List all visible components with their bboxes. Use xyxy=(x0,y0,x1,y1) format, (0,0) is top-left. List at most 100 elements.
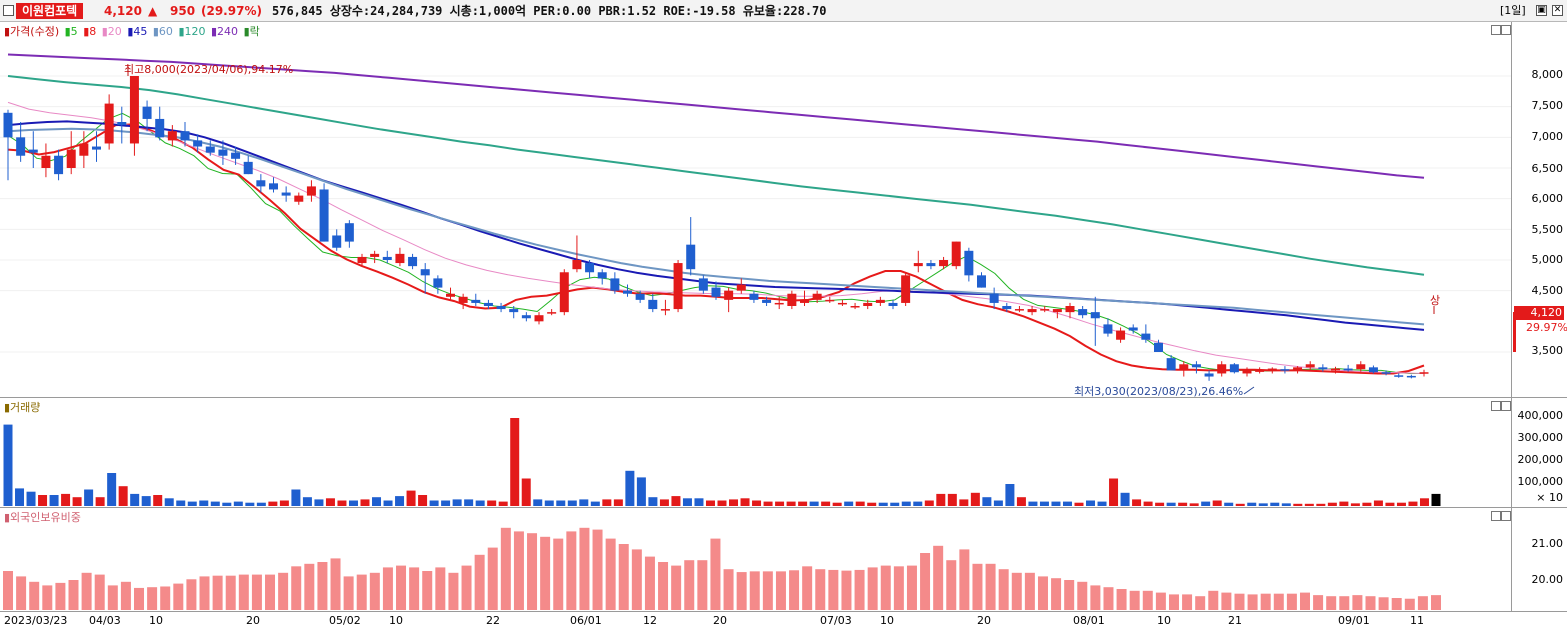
volume-bar xyxy=(844,501,854,506)
foreign-bar xyxy=(553,538,564,610)
legend-ma5[interactable]: ▮5 xyxy=(64,25,78,38)
high-annotation: 최고8,000(2023/04/06),94.17% xyxy=(124,63,294,76)
volume-chart[interactable] xyxy=(0,398,1511,508)
stock-name[interactable]: 이원컴포텍 xyxy=(16,3,84,19)
volume-bar xyxy=(1120,492,1130,506)
legend-ma8[interactable]: ▮8 xyxy=(83,25,97,38)
volume-bar xyxy=(1166,502,1176,506)
x-label: 10 xyxy=(1157,614,1171,627)
foreign-bar xyxy=(998,569,1009,610)
candle-body xyxy=(989,293,999,303)
period-selector[interactable]: [1일] xyxy=(1500,4,1526,17)
volume-bar xyxy=(1373,500,1383,506)
candle-body xyxy=(142,106,152,119)
volume-bar xyxy=(1350,503,1360,506)
volume-bar xyxy=(544,500,554,506)
price-legend: ▮가격(수정) ▮5 ▮8 ▮20 ▮45 ▮60 ▮120 ▮240 ▮락 xyxy=(4,25,262,39)
foreign-bar xyxy=(134,587,145,610)
candle-body xyxy=(926,263,936,267)
panel-minimize-icon[interactable] xyxy=(1491,401,1501,411)
panel-maximize-icon[interactable] xyxy=(1501,401,1511,411)
foreign-bar xyxy=(160,586,171,610)
foreign-bar xyxy=(1129,590,1140,610)
candle-body xyxy=(370,253,380,257)
legend-price[interactable]: ▮가격(수정) xyxy=(4,25,60,38)
y-tick: 6,500 xyxy=(1531,162,1564,175)
select-checkbox[interactable] xyxy=(3,5,14,16)
panel-maximize-icon[interactable] xyxy=(1501,25,1511,35)
foreign-bar xyxy=(1286,593,1297,610)
legend-ma120[interactable]: ▮120 xyxy=(178,25,206,38)
foreign-bar xyxy=(1077,581,1088,610)
candle-body xyxy=(205,146,215,153)
volume-bar xyxy=(867,502,877,506)
candle-body xyxy=(951,241,961,267)
legend-ma45[interactable]: ▮45 xyxy=(127,25,148,38)
restore-button[interactable]: ▣ xyxy=(1536,5,1547,16)
foreign-bar xyxy=(1011,572,1022,610)
foreign-bar xyxy=(448,572,459,610)
foreign-bar xyxy=(1168,594,1179,610)
price-chart[interactable] xyxy=(0,22,1511,398)
x-label: 12 xyxy=(643,614,657,627)
foreign-bar xyxy=(42,585,53,610)
close-button[interactable]: ✕ xyxy=(1552,5,1563,16)
candle-body xyxy=(724,290,734,300)
panel-minimize-icon[interactable] xyxy=(1491,511,1501,521)
volume-bar xyxy=(245,502,255,506)
foreign-bar xyxy=(1365,596,1376,610)
legend-ma240[interactable]: ▮240 xyxy=(211,25,239,38)
foreign-bar xyxy=(658,562,669,610)
panel-minimize-icon[interactable] xyxy=(1491,25,1501,35)
y-tick: 7,000 xyxy=(1531,130,1564,143)
candle-body xyxy=(1027,309,1037,313)
x-label: 20 xyxy=(713,614,727,627)
volume-bar xyxy=(705,500,715,506)
candle-body xyxy=(547,312,557,314)
ma-line-60 xyxy=(7,127,1425,326)
candle-body xyxy=(977,275,986,288)
volume-bar xyxy=(556,500,566,506)
foreign-bar xyxy=(933,545,944,610)
candle-body xyxy=(787,293,797,306)
volume-bar xyxy=(418,495,428,506)
current-price: 4,120 xyxy=(104,4,142,18)
candle-body xyxy=(1368,367,1378,373)
candle-body xyxy=(420,269,430,276)
candle-body xyxy=(28,149,38,153)
x-label: 10 xyxy=(880,614,894,627)
candle-body xyxy=(256,180,266,187)
foreign-legend[interactable]: ▮외국인보유비중 xyxy=(4,511,81,524)
foreign-y-axis: 21.00 20.00 xyxy=(1511,508,1567,612)
volume-bar xyxy=(84,489,94,506)
volume-bar xyxy=(832,502,842,506)
price-change: 950 xyxy=(170,4,196,18)
foreign-bar xyxy=(474,554,485,610)
volume-bar xyxy=(325,498,335,506)
foreign-chart[interactable] xyxy=(0,508,1511,612)
candle-body xyxy=(231,152,241,159)
volume-bar xyxy=(1074,502,1084,506)
candle-body xyxy=(686,244,696,270)
volume-bar xyxy=(130,493,140,506)
volume-bar xyxy=(222,502,232,506)
volume-legend[interactable]: ▮거래량 xyxy=(4,401,41,414)
foreign-bar xyxy=(828,569,839,610)
panel-maximize-icon[interactable] xyxy=(1501,511,1511,521)
foreign-bar xyxy=(251,574,262,610)
volume-bar xyxy=(809,501,819,506)
foreign-bar xyxy=(985,563,996,610)
foreign-bar xyxy=(1182,594,1193,610)
legend-ma20[interactable]: ▮20 xyxy=(101,25,122,38)
y-tick: 8,000 xyxy=(1531,68,1564,81)
volume-bar xyxy=(1327,502,1337,506)
candle-body xyxy=(635,293,645,300)
candle-body xyxy=(534,315,544,322)
legend-ma60[interactable]: ▮60 xyxy=(152,25,173,38)
volume-bar xyxy=(337,500,347,506)
volume-bar xyxy=(26,491,36,506)
y-tick: 5,500 xyxy=(1531,223,1564,236)
foreign-bar xyxy=(1051,578,1062,610)
x-label: 10 xyxy=(149,614,163,627)
legend-lock[interactable]: ▮락 xyxy=(243,25,260,38)
